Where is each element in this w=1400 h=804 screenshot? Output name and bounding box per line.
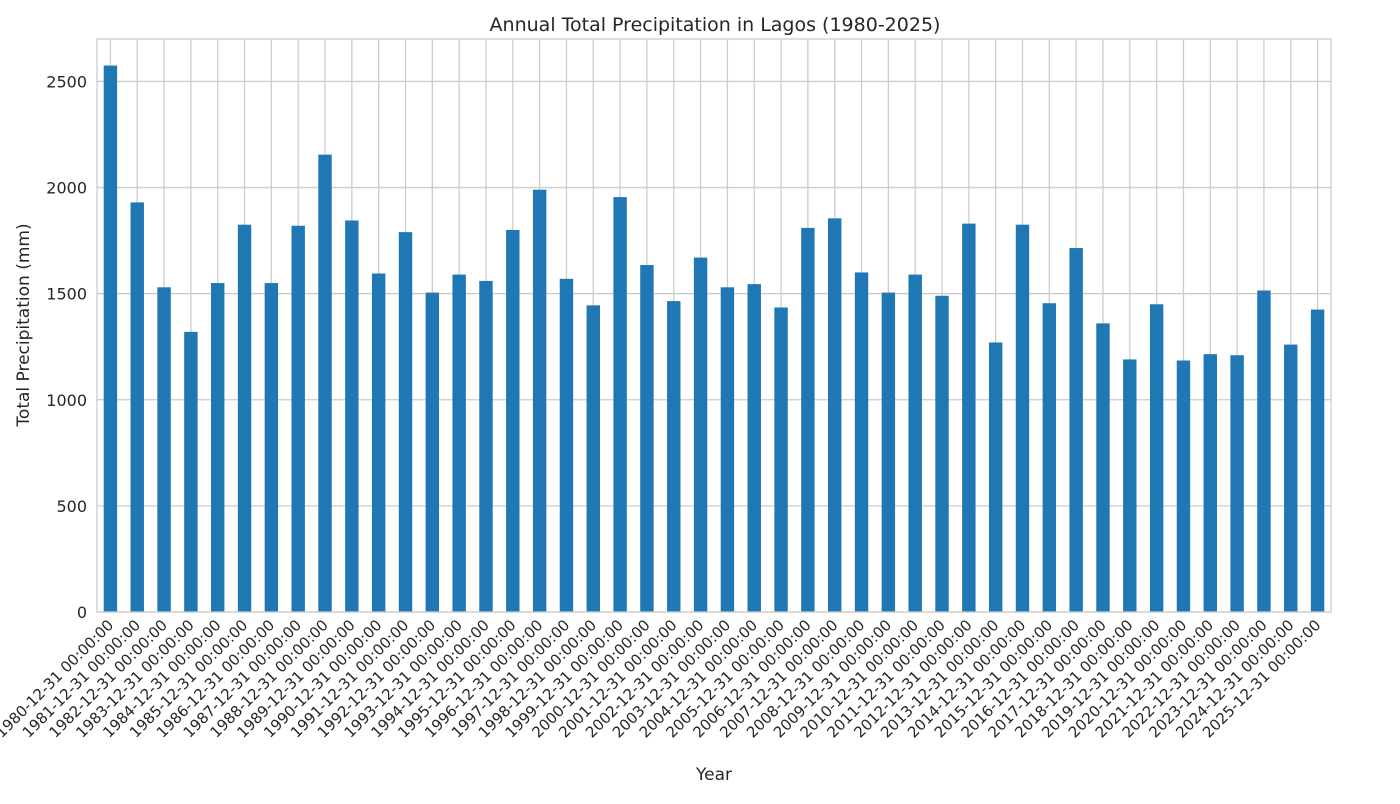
bar (1015, 224, 1030, 612)
bar (532, 189, 547, 612)
bar (211, 283, 225, 612)
plot-border (96, 38, 1332, 613)
plot-frame (96, 38, 1332, 613)
bar (452, 274, 466, 612)
bar (291, 225, 305, 612)
bar (398, 232, 413, 612)
x-axis-label: Year (695, 765, 732, 785)
bar (640, 265, 654, 612)
bar (693, 257, 708, 612)
bar (157, 287, 171, 612)
bar (1203, 354, 1217, 612)
bar (1069, 248, 1083, 613)
y-tick-labels: 0 500 1000 1500 2000 2500 (46, 72, 87, 622)
bar (586, 305, 600, 612)
bar (1123, 359, 1137, 612)
bar (935, 295, 949, 612)
bar (345, 220, 359, 612)
y-tick-label: 0 (77, 603, 87, 622)
bar (264, 283, 279, 612)
bar (1096, 323, 1110, 612)
bar (184, 331, 198, 612)
bar (962, 223, 976, 612)
y-tick-label: 2500 (46, 72, 87, 91)
bar (130, 202, 144, 612)
bar (371, 273, 386, 612)
bars (103, 65, 1325, 613)
bar (1310, 309, 1325, 612)
y-tick-label: 2000 (46, 179, 87, 198)
bar (801, 227, 815, 612)
bar (1149, 304, 1164, 612)
y-axis-label: Total Precipitation (mm) (14, 223, 34, 427)
bar (1257, 290, 1271, 612)
grid-lines (97, 39, 1331, 613)
y-tick-label: 1500 (46, 285, 87, 304)
bar (854, 272, 869, 612)
bar (318, 154, 332, 612)
bar (908, 274, 922, 612)
bar (1176, 360, 1191, 612)
bar (667, 301, 681, 612)
bar (237, 224, 252, 612)
bar (828, 218, 842, 613)
bar (747, 284, 761, 612)
bar (1042, 303, 1057, 612)
y-tick-label: 500 (56, 497, 87, 516)
bar (988, 342, 1003, 612)
bar (559, 278, 574, 612)
bar (1230, 355, 1244, 612)
bar (479, 280, 493, 612)
bar (1284, 344, 1298, 612)
bar (425, 292, 440, 612)
bar (774, 307, 788, 612)
bar (881, 292, 896, 612)
y-tick-label: 1000 (46, 391, 87, 410)
chart-title: Annual Total Precipitation in Lagos (198… (490, 14, 941, 36)
bar (613, 197, 627, 612)
bar (506, 230, 520, 612)
bar (720, 287, 735, 612)
bar (103, 65, 118, 613)
